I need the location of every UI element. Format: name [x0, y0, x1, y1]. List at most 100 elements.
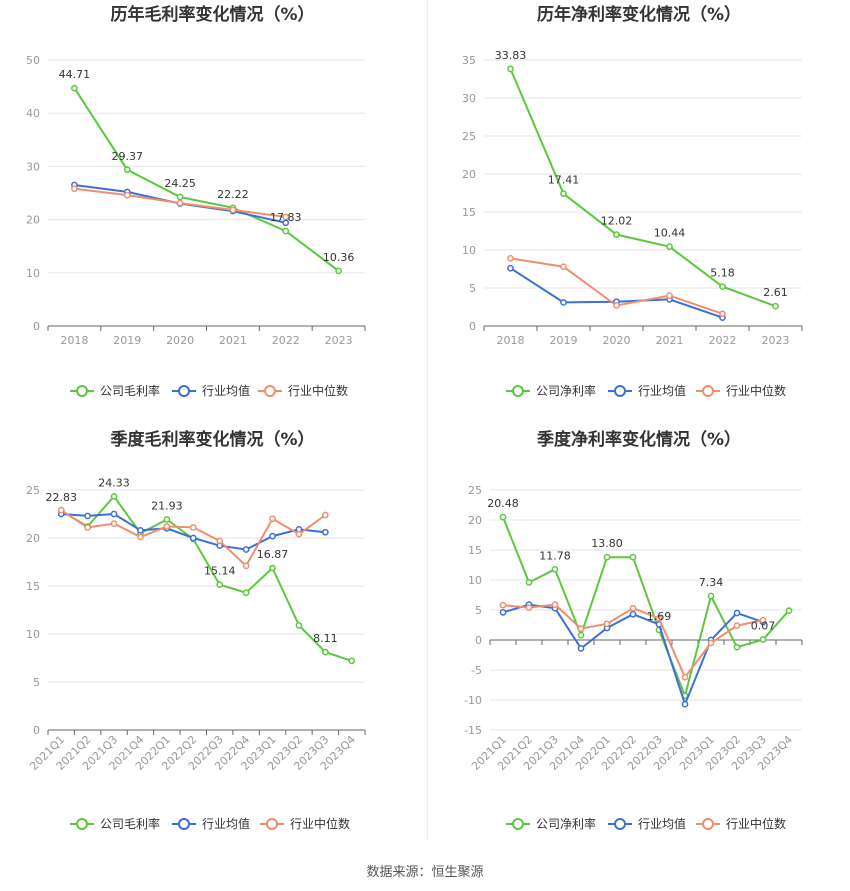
data-point-median: [655, 615, 663, 622]
legend-swatch-marker: [614, 385, 626, 397]
series-line-company: [509, 68, 776, 308]
legend-item-company[interactable]: 公司净利率: [506, 383, 596, 398]
data-point-company: [216, 581, 224, 589]
data-point-avg: [269, 532, 276, 540]
legend-label: 公司净利率: [536, 816, 596, 831]
y-tick-label: 15: [462, 206, 476, 219]
legend-swatch-marker: [178, 385, 190, 397]
chart-title: 历年毛利率变化情况（%）: [110, 4, 314, 25]
data-point-avg: [110, 510, 118, 518]
data-point-company: [551, 565, 559, 573]
data-point-avg: [242, 546, 250, 553]
data-point-median: [577, 625, 585, 632]
legend-swatch-marker: [76, 385, 88, 397]
legend-label: 公司毛利率: [100, 816, 160, 831]
data-point-company: [348, 657, 356, 665]
data-point-median: [499, 601, 507, 609]
data-point-median: [525, 604, 533, 611]
data-label: 24.33: [98, 476, 130, 489]
legend-item-avg[interactable]: 行业均值: [608, 383, 686, 398]
series-line-company: [502, 516, 790, 700]
legend-swatch-marker: [512, 818, 524, 830]
x-tick-label: 2019: [113, 334, 141, 347]
legend-swatch-marker: [702, 385, 714, 397]
legend-label: 行业中位数: [288, 383, 348, 398]
data-point-company: [110, 493, 118, 500]
data-point-median: [551, 601, 559, 608]
legend-swatch-marker: [266, 818, 278, 830]
chart-quarterly-gross-margin: 季度毛利率变化情况（%） 0 5 10 15 20 25 2021Q1 2021Q2 2021Q3…: [0, 425, 425, 850]
legend-item-median[interactable]: 行业中位数: [258, 383, 348, 398]
y-tick-label: 10: [26, 267, 40, 280]
data-label: 24.25: [164, 177, 196, 190]
data-label: 17.83: [270, 211, 302, 224]
data-point-median: [733, 622, 741, 629]
data-point-avg: [499, 609, 507, 616]
x-tick-label: 2019: [550, 334, 578, 347]
y-tick-label: 20: [462, 168, 476, 181]
data-point-avg: [84, 512, 91, 520]
chart-annual-net-margin: 历年净利率变化情况（%） 0 5 10 15 20 25 30 35 2018 2019 2020 20…: [428, 0, 850, 415]
data-point-median: [681, 673, 689, 681]
data-point-median: [84, 524, 91, 531]
data-point-median: [613, 302, 620, 309]
data-label: 10.36: [323, 251, 355, 264]
data-point-median: [216, 537, 224, 545]
legend-label: 行业均值: [638, 816, 686, 831]
y-tick-label: 10: [468, 574, 482, 587]
legend-item-company[interactable]: 公司毛利率: [70, 816, 160, 831]
data-point-company: [629, 553, 637, 561]
data-point-avg: [681, 700, 689, 708]
data-point-median: [137, 533, 144, 541]
data-point-median: [322, 511, 329, 519]
data-point-company: [163, 516, 171, 523]
legend-item-median[interactable]: 行业中位数: [696, 383, 786, 398]
chart-title: 历年净利率变化情况（%）: [537, 4, 741, 25]
x-tick-label: 2021: [656, 334, 684, 347]
data-label: 5.18: [710, 267, 735, 280]
data-point-company: [295, 622, 303, 629]
data-label: 22.22: [217, 188, 249, 201]
panel-divider-vertical: [427, 0, 428, 840]
legend-label: 行业中位数: [290, 816, 350, 831]
legend-swatch-marker: [264, 385, 276, 397]
legend-item-median[interactable]: 行业中位数: [260, 816, 350, 831]
series-line-company: [73, 87, 340, 272]
data-point-company: [719, 283, 726, 290]
y-tick-label: 30: [462, 92, 476, 105]
data-label: 22.83: [45, 491, 77, 504]
data-point-median: [176, 199, 184, 207]
y-tick-label: 15: [26, 580, 40, 593]
legend-item-avg[interactable]: 行业均值: [172, 383, 250, 398]
series-line-company: [60, 494, 353, 662]
y-tick-label: 0: [469, 320, 476, 333]
data-point-company: [772, 302, 779, 310]
data-point-company: [176, 193, 184, 201]
data-point-median: [507, 255, 514, 262]
data-label: 21.93: [151, 499, 183, 512]
data-point-median: [707, 639, 715, 647]
chart-quarterly-net-margin: 季度净利率变化情况（%） -15 -10 -5 0 5 10 15 20 25 2021Q1 2021…: [428, 425, 850, 850]
y-tick-label: 20: [26, 214, 40, 227]
legend-swatch-marker: [178, 818, 190, 830]
data-point-company: [613, 231, 620, 238]
data-label: 44.71: [59, 68, 91, 81]
data-point-median: [666, 292, 673, 299]
x-tick-label: 2023: [762, 334, 790, 347]
legend-item-avg[interactable]: 行业均值: [172, 816, 250, 831]
data-label: 20.48: [487, 497, 519, 510]
y-tick-label: 25: [468, 484, 482, 497]
legend-item-median[interactable]: 行业中位数: [696, 816, 786, 831]
legend-item-company[interactable]: 公司毛利率: [70, 383, 160, 398]
data-point-avg: [322, 528, 329, 536]
data-point-median: [189, 524, 197, 531]
data-point-company: [507, 65, 514, 73]
chart-svg: 历年净利率变化情况（%） 0 5 10 15 20 25 30 35 2018 2019 2020 20…: [462, 4, 803, 398]
legend-item-company[interactable]: 公司净利率: [506, 816, 596, 831]
y-tick-label: 5: [33, 676, 40, 689]
data-label: 15.14: [204, 565, 236, 578]
chart-svg: 季度净利率变化情况（%）-15-10-505101520252021Q12021…: [464, 429, 803, 831]
data-point-company: [242, 589, 250, 597]
data-source-note: 数据来源：恒生聚源: [366, 865, 484, 880]
legend-item-avg[interactable]: 行业均值: [608, 816, 686, 831]
